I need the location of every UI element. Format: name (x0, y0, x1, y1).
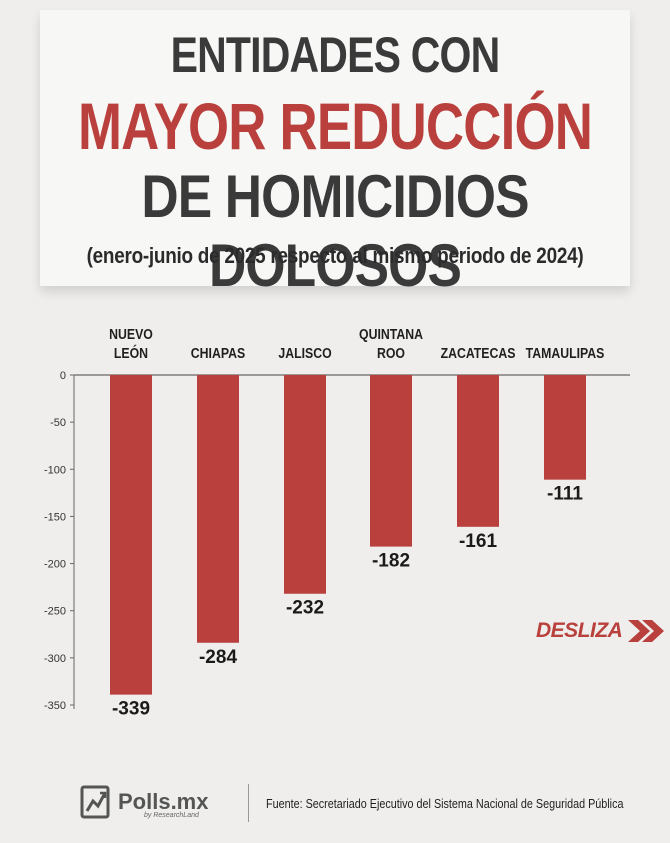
chart-logo-icon (80, 785, 110, 819)
category-label: ROO (377, 345, 405, 361)
category-label: NUEVO (109, 326, 153, 342)
value-label: -232 (286, 598, 324, 619)
category-label: LEÓN (114, 343, 148, 362)
bar (197, 375, 239, 643)
category-label: CHIAPAS (191, 345, 245, 361)
bar (544, 375, 586, 480)
title-banner (40, 10, 630, 286)
y-tick-label: 0 (60, 370, 66, 382)
category-label: TAMAULIPAS (526, 345, 605, 361)
y-tick-label: -350 (44, 700, 66, 712)
logo-text: Polls.mx (118, 789, 209, 814)
y-tick-label: -250 (44, 606, 66, 618)
double-chevron-right-icon (628, 620, 665, 642)
bar (370, 375, 412, 547)
subtitle: (enero-junio de 2025 respecto al mismo p… (86, 243, 584, 268)
category-label: QUINTANA (359, 326, 423, 342)
bar-chart: 0 -50 -100 -150 -200 -250 -300 -350 -339 NUEVOLEÓ… (44, 326, 630, 720)
category-label: JALISCO (278, 345, 332, 361)
category-label: ZACATECAS (441, 345, 516, 361)
y-tick-label: -300 (44, 653, 66, 665)
value-label: -339 (112, 699, 150, 720)
y-tick-label: -150 (44, 511, 66, 523)
y-tick-label: -200 (44, 559, 66, 571)
bar (284, 375, 326, 594)
y-tick-label: -50 (50, 417, 66, 429)
polls-logo: Polls.mx by ResearchLand (80, 780, 208, 824)
logo-subtext: by ResearchLand (144, 812, 199, 819)
bar (110, 375, 152, 695)
value-label: -284 (199, 647, 237, 668)
footer-divider (248, 784, 249, 822)
value-label: -182 (372, 551, 410, 572)
y-tick-label: -100 (44, 464, 66, 476)
desliza-label: DESLIZA (536, 619, 623, 642)
value-label: -111 (547, 484, 583, 505)
title-line-1: ENTIDADES CON (170, 27, 501, 83)
value-label: -161 (459, 531, 497, 552)
title-line-2: MAYOR REDUCCIÓN (77, 89, 593, 163)
title-line-3: DE HOMICIDIOS DOLOSOS (141, 163, 529, 299)
bar (457, 375, 499, 527)
source-text: Fuente: Secretariado Ejecutivo del Siste… (266, 796, 624, 811)
desliza-button[interactable]: DESLIZA (536, 616, 666, 646)
